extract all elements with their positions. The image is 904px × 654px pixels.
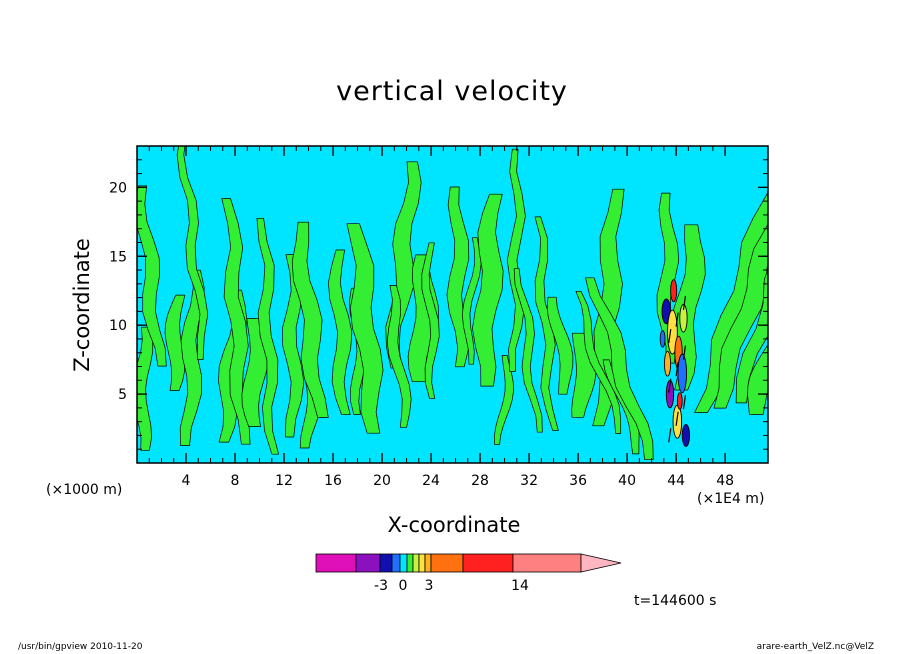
colorbar-segment [512,553,582,573]
colorbar-segment [462,553,514,573]
positive-band [546,296,574,395]
footer-file: arare-earth_VelZ.nc@VelZ [756,642,874,652]
positive-band [221,198,251,445]
colorbar-segment [399,553,408,573]
core-contour [668,329,672,344]
core-cell [672,404,683,439]
core-cell [664,350,672,377]
x-tick-label: 4 [182,473,191,489]
colorbar-segment [418,553,426,573]
core-cell [670,279,678,303]
colorbar-tick-label: 14 [511,578,529,594]
y-tick-label: 10 [109,318,127,334]
core-contour [668,428,672,443]
positive-band [291,221,329,418]
colorbar-segment [391,553,401,573]
colorbar-tick-label: 0 [399,578,408,594]
colorbar-segment [430,553,464,573]
core-cell [679,304,688,333]
contour-field [137,146,768,463]
core-cell [676,392,683,410]
positive-band [494,355,514,445]
x-tick-label: 8 [231,473,240,489]
positive-band [137,185,167,367]
x-axis-ticks: 4 8 12 16 20 24 28 32 36 40 44 48 [148,146,734,489]
x-unit-left: (×1000 m) [46,482,123,498]
positive-band [534,216,559,431]
chart-title: vertical velocity [336,76,568,107]
positive-band [386,285,412,428]
x-tick-label: 20 [373,473,391,489]
y-axis-label: Z-coordinate [70,238,94,372]
x-tick-label: 36 [569,473,587,489]
positive-band [461,237,482,365]
core-contour [682,345,687,360]
colorbar-segment [406,553,414,573]
core-cell [677,353,687,394]
positive-band [747,343,768,415]
time-label: t=144600 s [634,593,717,609]
x-axis-label: X-coordinate [387,513,521,537]
colorbar-arrow [580,553,622,573]
x-unit-right: (×1E4 m) [697,491,765,507]
x-tick-label: 28 [471,473,489,489]
x-tick-label: 24 [422,473,440,489]
colorbar-segment [315,553,357,573]
colorbar-segment [355,553,381,573]
positive-band [179,269,205,446]
positive-band [575,290,622,434]
x-tick-label: 12 [275,473,293,489]
core-contour [682,295,687,311]
core-cell [659,330,666,348]
colorbar-tick-label: 3 [425,578,434,594]
colorbar-segment [379,553,393,573]
positive-band [713,223,768,409]
positive-band [176,146,209,360]
positive-band [735,267,768,404]
x-tick-label: 44 [667,473,685,489]
colorbar-tick-label: -3 [374,578,388,594]
core-cell [681,423,691,447]
positive-band [346,223,384,434]
x-tick-label: 48 [716,473,734,489]
core-contour [675,411,679,426]
x-tick-label: 32 [520,473,538,489]
positive-band [472,193,504,387]
core-contour [675,312,679,327]
colorbar: -3 0 3 14 [315,553,622,594]
x-tick-label: 16 [324,473,342,489]
y-tick-label: 15 [109,249,127,265]
y-axis-ticks: 5 10 15 20 [109,159,768,450]
positive-band [585,277,654,461]
colorbar-segment [412,553,420,573]
core-contour [682,395,687,410]
positive-band [256,217,279,455]
core-contour [668,378,672,393]
x-tick-label: 40 [618,473,636,489]
plot-frame [136,145,769,464]
positive-band [328,249,353,416]
colorbar-segment [424,553,432,573]
core-cell [667,309,678,355]
y-tick-label: 5 [118,387,127,403]
core-contour [675,362,679,377]
y-tick-label: 20 [109,180,127,196]
footer-program: /usr/bin/gpview 2010-11-20 [18,642,143,652]
positive-band [421,242,440,399]
positive-band [513,268,543,433]
